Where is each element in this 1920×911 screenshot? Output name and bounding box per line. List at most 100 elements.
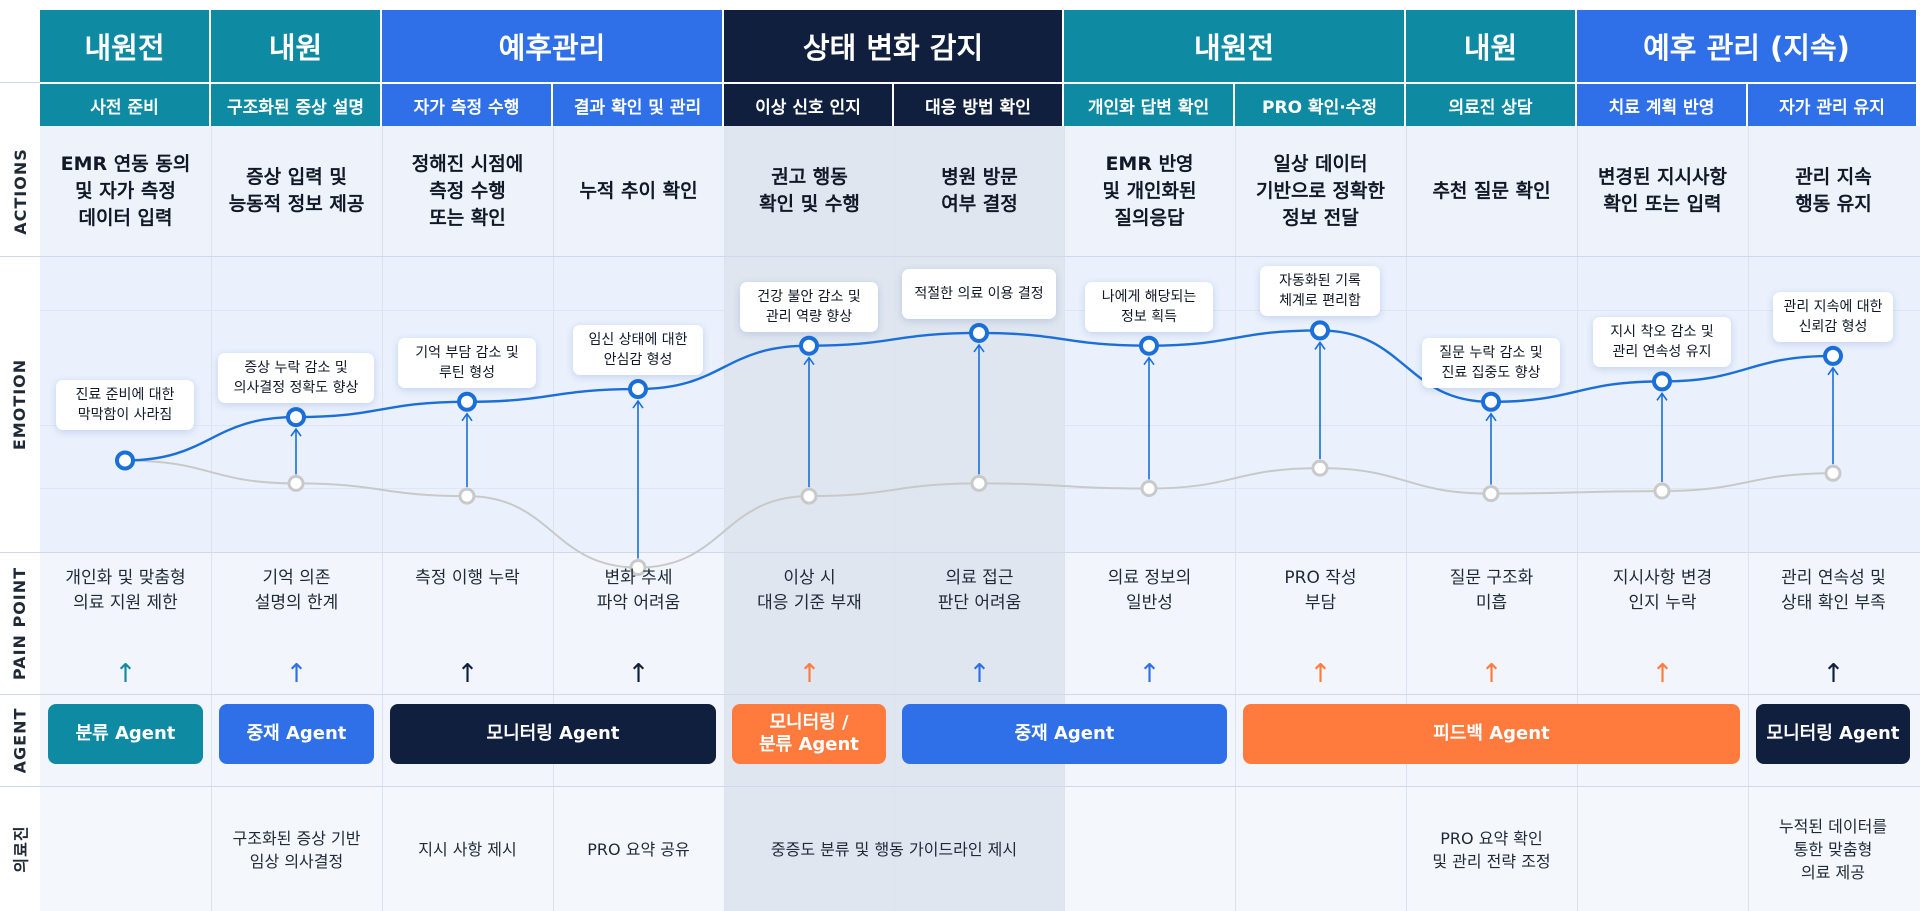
divider [724, 126, 725, 911]
pain-point-text: 기억 의존 설명의 한계 [254, 568, 339, 613]
action-text: 변경된 지시사항 확인 또는 입력 [1598, 166, 1727, 215]
improvement-arrowhead [973, 343, 985, 353]
up-arrow-icon: ↑ [798, 659, 821, 689]
medical-action-text: PRO 요약 공유 [587, 840, 690, 859]
phase-header: 예후관리 [382, 10, 722, 82]
row-label-agent: AGENT [10, 707, 30, 773]
phase-header: 내원전 [40, 10, 209, 82]
medical-action-text: PRO 요약 확인 및 관리 전략 조정 [1432, 828, 1551, 871]
subphase-header: 개인화 답변 확인 [1064, 84, 1233, 126]
subphase-header: PRO 확인·수정 [1235, 84, 1404, 126]
action-text: 권고 행동 확인 및 수행 [759, 166, 860, 215]
pain-point-text: 개인화 및 맞춤형 의료 지원 제한 [65, 568, 186, 613]
subphase-header: 사전 준비 [40, 84, 209, 126]
action-text: 증상 입력 및 능동적 정보 제공 [228, 166, 365, 215]
emotion-bubble: 관리 지속에 대한 신뢰감 형성 [1773, 291, 1893, 342]
divider [0, 256, 1920, 257]
emotion-bubble: 증상 누락 감소 및 의사결정 정확도 향상 [218, 353, 374, 404]
row-label-column [0, 82, 40, 911]
baseline-emotion-point [970, 474, 988, 492]
up-arrow-icon: ↑ [1822, 659, 1845, 689]
pain-point-text: 의료 정보의 일반성 [1107, 568, 1192, 613]
phase-header: 상태 변화 감지 [724, 10, 1062, 82]
action-text: 관리 지속 행동 유지 [1795, 166, 1872, 215]
divider [1406, 126, 1407, 911]
emotion-bubble: 질문 누락 감소 및 진료 집중도 향상 [1422, 337, 1560, 388]
baseline-emotion-point [287, 474, 305, 492]
up-arrow-icon: ↑ [456, 659, 479, 689]
divider [553, 126, 554, 911]
agent-pill: 피드백 Agent [1243, 704, 1740, 764]
action-text: 병원 방문 여부 결정 [941, 166, 1018, 215]
agent-pill: 모니터링 Agent [390, 704, 716, 764]
row-label-emotion: EMOTION [10, 358, 30, 450]
agent-emotion-point [115, 450, 135, 471]
agent-emotion-point [1652, 371, 1672, 392]
agent-emotion-point [628, 379, 648, 400]
baseline-emotion-point [458, 487, 476, 505]
divider [40, 425, 1920, 426]
improvement-arrowhead [1143, 356, 1155, 366]
baseline-emotion-line [124, 459, 1834, 569]
agent-emotion-point [457, 391, 477, 412]
agent-emotion-point [799, 335, 819, 356]
up-arrow-icon: ↑ [1480, 659, 1503, 689]
row-label-actions: ACTIONS [10, 147, 30, 235]
pain-point-text: 관리 연속성 및 상태 확인 부족 [1781, 568, 1886, 613]
improvement-arrowhead [1314, 341, 1326, 350]
action-text: EMR 연동 동의 및 자가 측정 데이터 입력 [60, 152, 191, 229]
baseline-emotion-point [1653, 482, 1671, 500]
improvement-arrowhead [290, 427, 302, 437]
baseline-emotion-point [1140, 480, 1158, 497]
divider [382, 126, 383, 911]
emotion-bubble: 지시 착오 감소 및 관리 연속성 유지 [1593, 317, 1731, 368]
pain-point-text: 질문 구조화 미흡 [1449, 568, 1534, 613]
up-arrow-icon: ↑ [968, 659, 991, 689]
agent-pill: 모니터링 Agent [1756, 704, 1910, 764]
baseline-emotion-point [629, 559, 647, 577]
subphase-header: 이상 신호 인지 [724, 84, 892, 126]
emotion-bubble: 나에게 해당되는 정보 획득 [1085, 281, 1213, 332]
divider [0, 694, 1920, 695]
subphase-header: 대응 방법 확인 [894, 84, 1062, 126]
subphase-header: 자가 측정 수행 [382, 84, 551, 126]
agent-emotion-point [969, 322, 989, 343]
pain-point-text: 지시사항 변경 인지 누락 [1612, 568, 1713, 613]
pain-point-text: 측정 이행 누락 [415, 568, 520, 588]
improvement-arrowhead [461, 412, 473, 422]
improvement-arrowhead [1485, 412, 1497, 422]
phase-header: 내원 [211, 10, 380, 82]
phase-header: 내원 [1406, 10, 1575, 82]
agent-emotion-point [1823, 345, 1843, 366]
medical-action-text: 지시 사항 제시 [418, 840, 517, 859]
emotion-bubble: 자동화된 기록 체계로 편리함 [1260, 266, 1380, 317]
up-arrow-icon: ↑ [627, 659, 650, 689]
divider [1577, 126, 1578, 911]
pain-point-text: 변화 추세 파악 어려움 [596, 568, 681, 613]
baseline-emotion-point [1824, 464, 1842, 482]
agent-emotion-point [1481, 391, 1501, 412]
action-text: 정해진 시점에 측정 수행 또는 확인 [411, 152, 524, 229]
action-text: EMR 반영 및 개인화된 질의응답 [1102, 152, 1197, 229]
row-label-medical: 의료진 [12, 824, 32, 873]
up-arrow-icon: ↑ [285, 659, 308, 689]
improvement-arrowhead [1827, 366, 1839, 376]
action-text: 일상 데이터 기반으로 정확한 정보 전달 [1256, 152, 1385, 229]
divider [0, 552, 1920, 553]
row-label-pain-point: PAIN POINT [10, 566, 30, 680]
divider [0, 82, 40, 83]
emotion-curve-chart [115, 320, 1843, 577]
up-arrow-icon: ↑ [1651, 659, 1674, 689]
action-text: 추천 질문 확인 [1432, 179, 1551, 202]
divider [0, 786, 1920, 787]
emotion-bubble: 임신 상태에 대한 안심감 형성 [573, 325, 703, 376]
agent-emotion-point [286, 407, 306, 428]
emotion-bubble: 적절한 의료 이용 결정 [902, 268, 1056, 319]
pain-point-text: PRO 작성 부담 [1284, 568, 1357, 613]
agent-pill: 모니터링 / 분류 Agent [732, 704, 886, 764]
subphase-header: 결과 확인 및 관리 [553, 84, 722, 126]
agent-pill: 중재 Agent [219, 704, 374, 764]
subphase-header: 자가 관리 유지 [1748, 84, 1916, 126]
baseline-emotion-point [800, 487, 818, 505]
improvement-arrowhead [1656, 392, 1668, 401]
